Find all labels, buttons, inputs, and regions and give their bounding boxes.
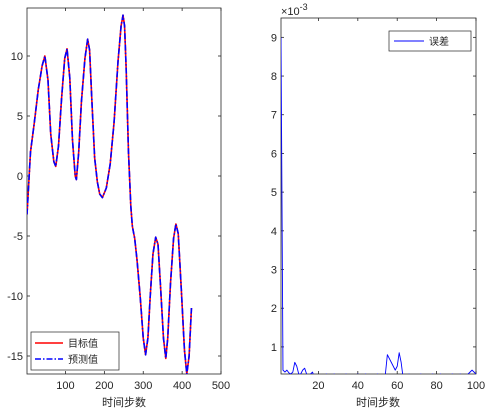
x-tick-label: 200	[95, 380, 113, 392]
y-tick-label: 4	[271, 226, 277, 238]
y-tick-label: 2	[271, 303, 277, 315]
x-tick-label: 80	[430, 380, 442, 392]
left-chart: 100 200 300 400 500 -15 -10 -5 0 5 10 目标值 预测值 时间步数	[7, 7, 230, 409]
left-plot-area	[26, 7, 222, 375]
y-tick-label: -10	[7, 291, 23, 303]
right-legend-box	[388, 30, 472, 52]
x-tick-label: 20	[312, 380, 324, 392]
y-tick-label: 0	[17, 171, 23, 183]
x-tick-label: 300	[134, 380, 152, 392]
right-y-exponent: ×10-3	[281, 2, 308, 18]
y-tick-label: 5	[271, 187, 277, 199]
legend-label-error: 误差	[429, 35, 449, 48]
y-tick-label: 7	[271, 110, 277, 122]
legend-label-predicted: 预测值	[68, 353, 98, 366]
y-tick-label: 8	[271, 71, 277, 83]
right-series	[281, 37, 476, 374]
y-tick-label: 9	[271, 32, 277, 44]
x-tick-label: 40	[352, 380, 364, 392]
left-series	[27, 14, 193, 374]
left-legend-box	[30, 331, 120, 371]
right-x-axis-label: 时间步数	[356, 396, 400, 409]
x-tick-label: 100	[467, 380, 485, 392]
left-x-axis-label: 时间步数	[102, 396, 146, 409]
series-line-1	[281, 37, 476, 374]
x-tick-label: 500	[212, 380, 230, 392]
right-ticks: 20 40 60 80 100 1 2 3 4 5 6 7 8 9	[271, 18, 485, 392]
right-legend: 误差	[388, 30, 472, 52]
y-tick-label: 1	[271, 342, 277, 354]
y-tick-label: 5	[17, 111, 23, 123]
left-legend: 目标值 预测值	[30, 331, 120, 371]
y-tick-label: 10	[11, 51, 23, 63]
y-tick-label: 3	[271, 265, 277, 277]
legend-label-target: 目标值	[68, 337, 98, 350]
series-line-2	[27, 14, 193, 374]
x-tick-label: 60	[391, 380, 403, 392]
x-tick-label: 100	[56, 380, 74, 392]
right-plot-area	[280, 17, 477, 375]
y-tick-label: 6	[271, 148, 277, 160]
y-tick-label: -15	[7, 351, 23, 363]
right-chart: 20 40 60 80 100 1 2 3 4 5 6 7 8 9 ×10-3 误差 时间步数	[271, 2, 485, 409]
y-tick-label: -5	[13, 231, 23, 243]
x-tick-label: 400	[173, 380, 191, 392]
left-ticks: 100 200 300 400 500 -15 -10 -5 0 5 10	[7, 8, 230, 392]
